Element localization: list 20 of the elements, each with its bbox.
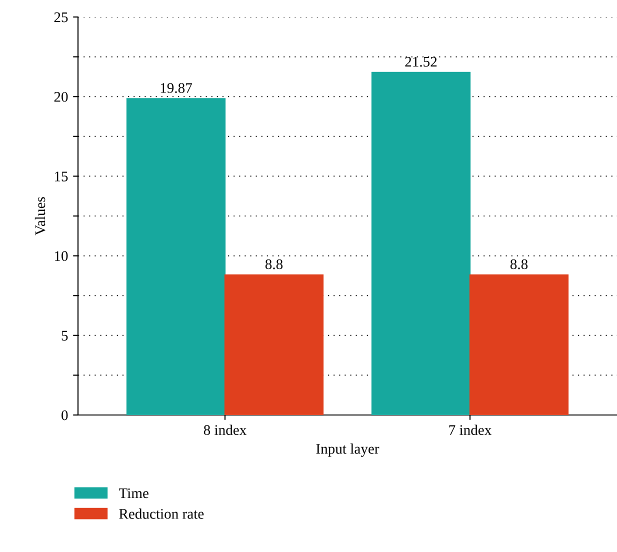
legend-label: Time — [118, 488, 148, 498]
y-tick-label: 20 — [54, 92, 68, 102]
x-axis-title: Input layer — [316, 444, 380, 457]
x-tick-label: 8 index — [204, 424, 246, 435]
data-label: 21.52 — [405, 56, 437, 67]
y-tick-label: 10 — [54, 251, 68, 262]
y-tick-label: 5 — [62, 330, 68, 341]
data-label: 8.8 — [265, 259, 283, 270]
bar — [224, 274, 324, 415]
legend-label: Reduction rate — [119, 508, 204, 519]
y-tick-label: 25 — [54, 12, 68, 22]
y-tick-label: 0 — [62, 410, 68, 420]
bar — [469, 274, 569, 415]
data-label: 8.8 — [510, 259, 528, 270]
x-tick-label: 7 index — [449, 424, 492, 435]
bar — [126, 98, 226, 415]
y-axis-title: Values — [34, 197, 46, 236]
data-label: 19.87 — [160, 83, 192, 93]
bar — [371, 72, 471, 415]
y-tick-label: 15 — [54, 172, 68, 182]
